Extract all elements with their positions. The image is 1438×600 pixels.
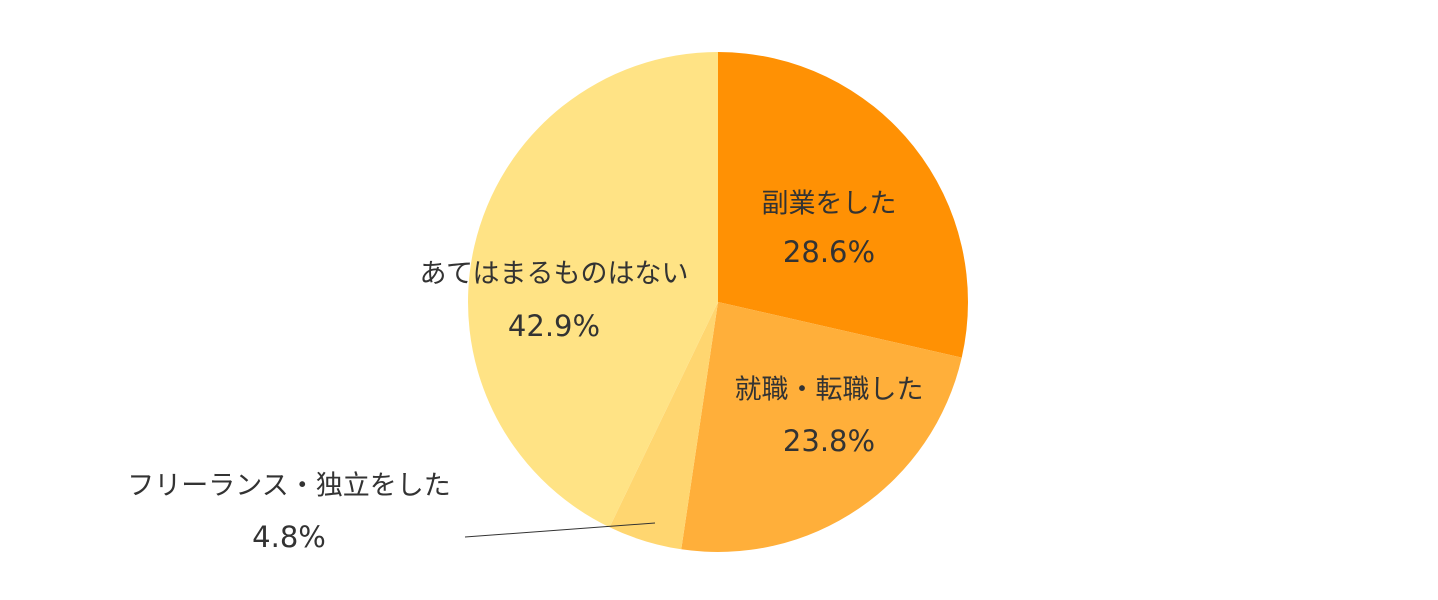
slice-label-1: 副業をした bbox=[762, 189, 897, 220]
pie-slices bbox=[468, 52, 968, 553]
slice-value-4: 42.9% bbox=[508, 309, 600, 343]
slice-labels: 副業をした 28.6% 就職・転職した 23.8% フリーランス・独立をした 4.8% あて… bbox=[127, 189, 923, 555]
pie-slice-3 bbox=[609, 302, 718, 550]
leader-line-3 bbox=[464, 522, 656, 538]
pie-slice-2 bbox=[681, 302, 962, 553]
slice-label-2: 就職・転職した bbox=[735, 375, 924, 406]
slice-value-2: 23.8% bbox=[783, 424, 875, 458]
pie-slice-4 bbox=[468, 52, 718, 528]
slice-label-4: あてはまるものはない bbox=[420, 259, 689, 290]
leader-lines bbox=[464, 522, 656, 538]
slice-value-1: 28.6% bbox=[783, 235, 875, 269]
slice-label-3: フリーランス・独立をした bbox=[127, 471, 450, 502]
slice-value-3: 4.8% bbox=[252, 520, 326, 554]
pie-slice-1 bbox=[718, 52, 968, 358]
